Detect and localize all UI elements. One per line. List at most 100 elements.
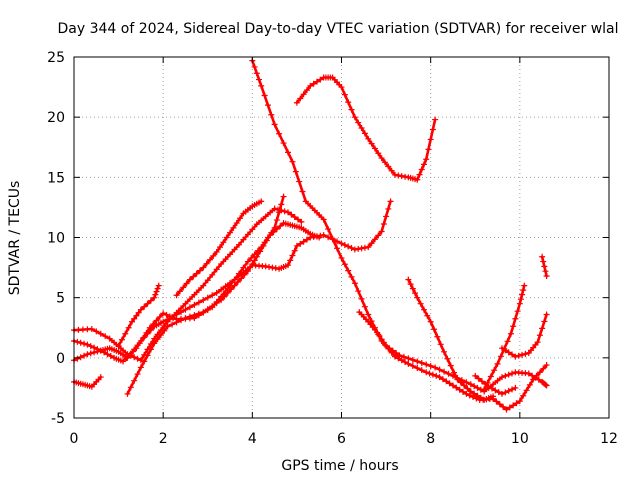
data-point [429, 126, 436, 133]
data-point [500, 403, 507, 410]
data-point [137, 306, 144, 313]
data-point [238, 275, 245, 282]
data-point [87, 343, 94, 350]
data-point [463, 390, 470, 397]
data-point [490, 393, 497, 400]
data-point [414, 294, 421, 301]
data-point [420, 161, 427, 168]
data-point [541, 263, 548, 270]
data-point [355, 119, 362, 126]
data-point [164, 318, 171, 325]
data-point [293, 242, 300, 249]
data-point [268, 111, 275, 118]
data-point [266, 263, 273, 270]
data-point [418, 367, 425, 374]
data-point [432, 364, 439, 371]
data-point [141, 358, 148, 365]
data-point [156, 313, 163, 320]
data-point [280, 193, 287, 200]
data-point [487, 373, 494, 380]
data-point [506, 404, 513, 411]
data-point [345, 267, 352, 274]
data-point [509, 351, 516, 358]
data-point [136, 340, 143, 347]
data-point [120, 347, 127, 354]
series-track-12 [481, 282, 528, 393]
data-point [368, 140, 375, 147]
data-point [310, 80, 317, 87]
data-point [154, 331, 161, 338]
data-point [371, 236, 378, 243]
data-point [169, 321, 176, 328]
data-point [409, 285, 416, 292]
data-point [134, 355, 141, 362]
series-track-4 [71, 193, 287, 365]
data-point [195, 312, 202, 319]
data-point [180, 284, 187, 291]
series-layer [71, 57, 550, 413]
data-point [261, 92, 268, 99]
data-point [280, 140, 287, 147]
data-point [209, 292, 216, 299]
data-point [120, 358, 127, 365]
data-point [378, 336, 385, 343]
data-point [186, 276, 193, 283]
data-point [402, 359, 409, 366]
data-point [84, 351, 91, 358]
data-point [127, 384, 134, 391]
data-point [543, 382, 550, 389]
data-point [160, 310, 167, 317]
data-point [338, 240, 345, 247]
data-point [196, 267, 203, 274]
data-point [325, 234, 332, 241]
data-point [173, 292, 180, 299]
data-point [97, 330, 104, 337]
data-point [412, 290, 419, 297]
data-point [509, 370, 516, 377]
y-tick-label: 20 [47, 110, 65, 126]
data-point [514, 308, 521, 315]
data-point [131, 354, 138, 361]
data-point [456, 386, 463, 393]
data-point [503, 406, 510, 413]
data-point [510, 323, 517, 330]
data-point [375, 150, 382, 157]
data-point [287, 257, 294, 264]
data-point [499, 374, 505, 381]
data-point [115, 342, 122, 349]
data-point [502, 389, 509, 396]
data-point [380, 339, 387, 346]
data-point [303, 236, 310, 243]
data-point [244, 268, 251, 275]
data-point [182, 300, 189, 307]
data-point [375, 232, 382, 239]
data-point [374, 329, 381, 336]
data-point [521, 282, 528, 289]
data-point [131, 377, 138, 384]
data-point [393, 350, 400, 357]
data-point [200, 282, 207, 289]
data-point [523, 387, 530, 394]
data-point [464, 385, 471, 392]
data-point [325, 226, 332, 233]
data-point [311, 207, 318, 214]
data-point [519, 291, 526, 298]
series-line [72, 207, 303, 362]
data-point [316, 211, 323, 218]
data-point [248, 254, 255, 261]
data-point [405, 276, 412, 283]
data-point [141, 303, 148, 310]
data-point [182, 306, 189, 313]
data-point [392, 171, 398, 178]
data-point [502, 372, 509, 379]
data-point [466, 392, 473, 399]
series-track-3 [71, 205, 305, 364]
data-point [107, 353, 114, 360]
data-point [104, 351, 111, 358]
data-point [313, 78, 320, 85]
data-point [427, 136, 434, 143]
data-point [102, 333, 109, 340]
data-point [454, 374, 461, 381]
data-point [472, 372, 479, 379]
data-point [485, 383, 492, 390]
